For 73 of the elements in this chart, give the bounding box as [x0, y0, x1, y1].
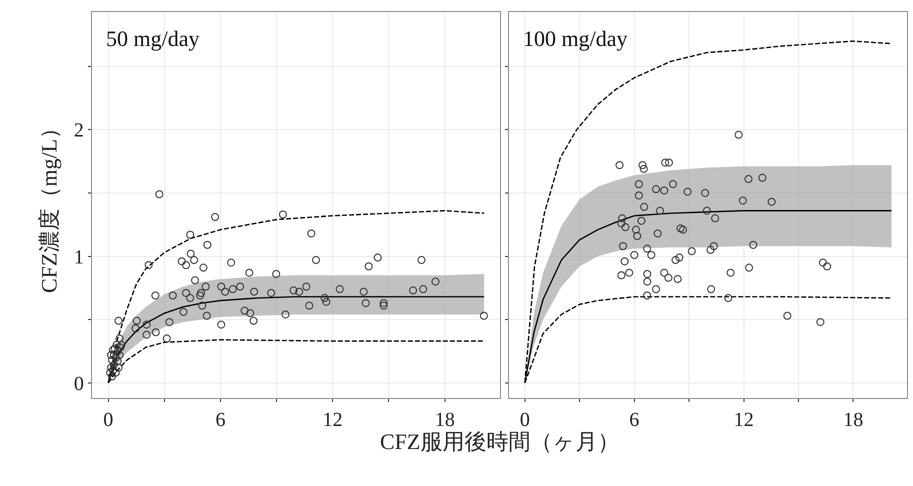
x-tick-label: 6 — [215, 409, 226, 432]
y-tick-label: 2 — [74, 120, 84, 142]
point — [633, 232, 642, 240]
y-tick-label: 0 — [74, 372, 84, 395]
point — [617, 219, 626, 228]
point — [640, 164, 648, 173]
point — [617, 271, 626, 280]
point — [818, 258, 827, 267]
x-tick-label: 12 — [734, 409, 754, 432]
point — [643, 291, 652, 300]
x-tick-label: 18 — [434, 409, 455, 432]
point — [620, 257, 629, 266]
point — [688, 247, 696, 256]
point — [768, 198, 776, 206]
annotation: 100 mg/day — [523, 26, 628, 51]
point — [726, 268, 735, 277]
y-axis-title: CFZ濃度（mg/L） — [36, 116, 62, 294]
point — [749, 240, 758, 249]
point — [738, 196, 747, 205]
point — [816, 318, 824, 326]
point — [710, 242, 718, 250]
point — [625, 268, 634, 277]
x-tick-label: 0 — [103, 409, 114, 432]
x-tick-label: 12 — [322, 409, 343, 432]
point — [643, 270, 652, 278]
point — [637, 216, 646, 225]
point — [618, 214, 626, 222]
point — [676, 224, 684, 232]
point — [679, 226, 688, 234]
point — [701, 188, 710, 197]
point — [674, 275, 682, 284]
point — [640, 202, 648, 211]
point — [744, 175, 752, 184]
point — [654, 229, 662, 238]
point — [684, 188, 692, 196]
point — [643, 244, 652, 253]
point — [706, 246, 715, 254]
point — [638, 161, 647, 170]
point — [643, 278, 652, 286]
point — [711, 214, 720, 222]
point — [783, 312, 792, 320]
point — [656, 206, 664, 215]
point — [621, 223, 630, 232]
point — [724, 294, 732, 302]
point — [664, 158, 673, 167]
point — [660, 186, 668, 194]
annotation: 50 mg/day — [106, 26, 200, 51]
point — [745, 264, 754, 272]
point — [664, 274, 672, 282]
point — [652, 285, 660, 294]
point — [634, 180, 643, 188]
x-tick-label: 6 — [629, 409, 640, 432]
point — [661, 158, 670, 167]
x-axis-title: CFZ服用後時間（ヶ月） — [380, 429, 620, 454]
point — [630, 250, 638, 259]
point — [668, 180, 677, 188]
x-tick-label: 18 — [843, 409, 864, 432]
point — [652, 185, 660, 194]
point — [619, 242, 627, 250]
x-tick-label: 0 — [520, 409, 530, 432]
point — [647, 250, 656, 259]
point — [672, 256, 680, 264]
point — [823, 262, 832, 270]
point — [634, 192, 643, 200]
point — [758, 174, 766, 182]
point — [632, 226, 640, 234]
point — [660, 268, 668, 277]
point — [702, 206, 711, 215]
point — [675, 254, 684, 262]
y-tick-label: 1 — [74, 246, 84, 268]
point — [734, 130, 743, 139]
point — [616, 161, 624, 170]
point — [707, 285, 716, 294]
